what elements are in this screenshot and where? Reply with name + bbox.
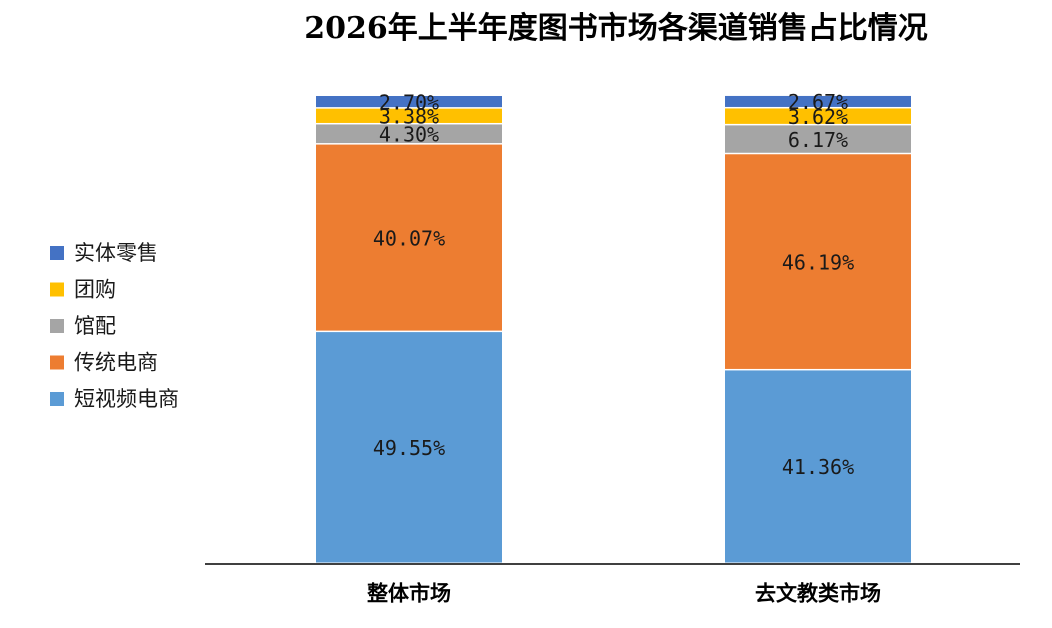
data-label-2-3: 6.17%: [788, 128, 848, 152]
legend-swatch-3: [50, 319, 64, 333]
chart-bars: 49.55% 40.07% 4.30%3.38%2.70% 41.36% 46.19% 6…: [316, 90, 911, 563]
data-label-2-1: 41.36%: [782, 455, 854, 479]
data-label-1-3: 4.30%: [379, 123, 439, 147]
bar-segment-2-4: [725, 108, 911, 124]
data-label-2-2: 46.19%: [782, 250, 854, 274]
category-label-2: 去文教类市场: [755, 581, 881, 606]
data-label-1-5: 2.70%: [379, 90, 439, 114]
bar-segment-1-1: [316, 332, 502, 563]
bar-segment-1-5: [316, 96, 502, 108]
data-label-2-5: 2.67%: [788, 90, 848, 114]
data-label-2-4: 3.62%: [788, 105, 848, 129]
legend-label-5: 短视频电商: [74, 387, 179, 411]
category-label-1: 整体市场: [367, 581, 451, 606]
legend-label-1: 实体零售: [74, 241, 158, 265]
data-label-1-2: 40.07%: [373, 226, 445, 250]
bar-segment-1-4: [316, 108, 502, 123]
x-axis-category-labels: 整体市场 去文教类市场: [367, 581, 881, 606]
bar-segment-2-2: [725, 154, 911, 369]
data-label-1-1: 49.55%: [373, 436, 445, 460]
bar-segment-2-3: [725, 125, 911, 153]
legend-swatch-1: [50, 246, 64, 260]
legend-swatch-2: [50, 282, 64, 297]
bar-segment-1-3: [316, 124, 502, 144]
legend-label-3: 馆配: [74, 314, 116, 338]
legend-label-2: 团购: [74, 278, 116, 302]
data-label-1-4: 3.38%: [379, 105, 439, 129]
legend-swatch-5: [50, 392, 64, 406]
chart-title: 2026年上半年度图书市场各渠道销售占比情况: [304, 11, 928, 46]
legend-label-4: 传统电商: [74, 351, 158, 375]
bar-segment-2-1: [725, 370, 911, 563]
legend-swatch-4: [50, 355, 64, 370]
bar-segment-2-5: [725, 95, 911, 107]
bar-segment-1-2: [316, 144, 502, 331]
